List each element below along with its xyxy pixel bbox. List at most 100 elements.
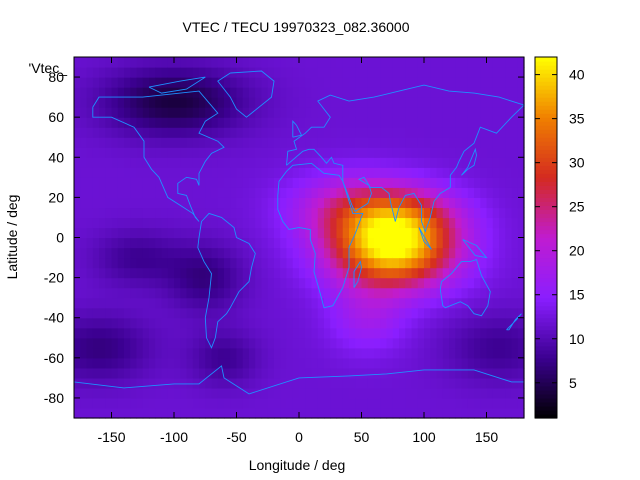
heat-cell [124,337,131,349]
heat-cell [155,327,163,339]
heat-cell [180,157,188,168]
heat-cell [136,157,144,168]
heat-cell [330,267,338,279]
coastline-path [462,239,488,259]
heat-cell [124,107,131,118]
y-tick-label: -40 [44,310,64,326]
heat-cell [299,127,306,138]
heat-cell [436,267,444,279]
heat-cell [430,247,438,259]
heat-cell [299,57,306,68]
heat-cell [192,357,200,369]
heat-cell [274,357,281,369]
heat-cell [161,237,169,249]
heat-cell [399,107,406,118]
heat-cell [299,327,306,339]
heat-cell [430,177,438,188]
heat-cell [130,257,138,269]
heat-cell [224,297,231,309]
heat-cell [99,257,106,269]
heat-cell [267,187,275,198]
heat-cell [467,297,475,309]
heat-cell [124,57,131,68]
colorbar-segment [535,393,557,399]
heat-cell [317,147,325,158]
heat-cell [430,387,438,399]
heat-cell [392,317,400,329]
heat-cell [167,127,175,138]
heat-cell [417,77,425,88]
heat-cell [417,367,425,379]
colorbar-segment [535,73,557,78]
heat-cell [142,267,150,279]
heat-cell [424,307,431,319]
heat-cell [211,227,219,239]
heat-cell [255,187,263,198]
heat-cell [299,377,306,389]
heat-cell [455,287,463,299]
heat-cell [136,307,144,319]
heat-cell [499,257,506,269]
heat-cell [486,97,494,108]
coastline-path [217,70,275,118]
heat-cell [486,207,494,219]
heat-cell [330,207,338,219]
heat-cell [349,377,356,389]
heat-cell [211,267,219,279]
heat-cell [442,197,450,209]
heat-cell [167,237,175,249]
heat-cell [480,327,488,339]
heat-cell [111,57,119,68]
heat-cell [517,297,525,309]
colorbar-segment [535,177,557,182]
heat-cell [505,357,513,369]
heat-cell [492,257,500,269]
heat-cell [167,177,175,188]
heat-cell [455,327,463,339]
heat-cell [436,137,444,148]
heat-cell [217,317,225,329]
heat-cell [480,57,488,68]
heat-cell [505,307,513,319]
heat-cell [180,247,188,259]
heat-cell [349,217,356,229]
heat-cell [449,207,456,219]
heat-cell [386,337,394,349]
heat-cell [324,217,331,229]
heat-cell [111,297,119,309]
heat-cell [211,157,219,168]
heat-cell [330,327,338,339]
heat-cell [199,257,206,269]
colorbar-segment [535,309,557,315]
heat-cell [405,157,413,168]
heat-cell [336,197,344,209]
heat-cell [374,367,381,379]
heat-cell [167,187,175,198]
heat-cell [117,397,125,409]
heat-cell [380,147,388,158]
heat-cell [417,397,425,409]
heat-cell [199,327,206,339]
heat-cell [174,157,181,168]
heat-cell [317,107,325,118]
heat-cell [505,287,513,299]
heat-cell [467,157,475,168]
heat-cell [486,147,494,158]
heat-cell [211,407,219,419]
heat-cell [511,217,519,229]
colorbar-segment [535,61,557,66]
heat-cell [299,247,306,259]
heat-cell [311,197,319,209]
heat-cell [242,307,250,319]
heat-cell [205,407,213,419]
heat-cell [230,347,238,359]
heat-cell [242,337,250,349]
heat-cell [380,67,388,78]
heat-cell [255,297,263,309]
heat-cell [299,347,306,359]
heat-cell [330,77,338,88]
heat-cell [499,157,506,168]
heat-cell [286,187,294,198]
colorbar-segment [535,157,557,162]
heat-cell [249,217,256,229]
